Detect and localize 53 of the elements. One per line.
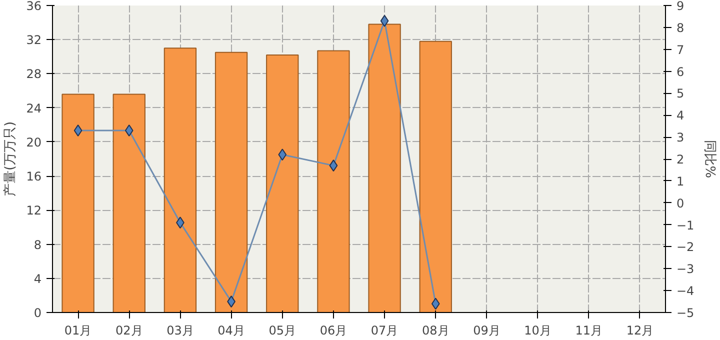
y2-tick-label: 8: [676, 20, 684, 35]
bar: [266, 54, 299, 312]
y-tick-label: 16: [26, 170, 42, 184]
x-tick-label: 03月: [166, 324, 194, 338]
x-tick-label: 12月: [626, 324, 654, 338]
x-tick-label: 08月: [422, 324, 450, 338]
point: [278, 148, 287, 161]
y-tick-label: 36: [26, 0, 42, 13]
x-tick-label: 01月: [64, 324, 92, 338]
y-tick-label: 12: [26, 204, 42, 218]
x-tick-label: 05月: [268, 324, 296, 338]
y2-tick-label: −4: [676, 284, 694, 298]
y-axis-title: 产量(万万只): [3, 121, 18, 197]
point: [329, 160, 338, 172]
y2-tick-label: 2: [676, 152, 684, 166]
y-tick-label: 0: [34, 306, 42, 320]
x-tick-label: 11月: [575, 324, 603, 338]
y2-tick-label: 6: [676, 64, 684, 79]
bar: [164, 48, 197, 312]
bar: [214, 52, 248, 312]
y2-tick-label: 9: [676, 0, 684, 13]
point: [124, 124, 134, 136]
x-tick-label: 04月: [218, 324, 245, 338]
x-tick-label: 09月: [473, 324, 500, 338]
y-tick-label: 24: [26, 101, 42, 116]
bar: [112, 94, 146, 312]
y2-tick-label: −3: [676, 262, 694, 276]
y-tick-label: 8: [34, 238, 42, 252]
bar: [62, 94, 94, 312]
point: [431, 298, 440, 310]
bar: [419, 40, 452, 312]
y2-tick-label: −1: [676, 218, 694, 232]
y2-tick-label: 0: [676, 196, 684, 210]
y2-tick-label: 5: [676, 86, 684, 101]
y2-tick-label: 1: [676, 174, 684, 188]
bar: [317, 50, 350, 312]
y-tick-label: 28: [26, 67, 42, 82]
y2-tick-label: 4: [676, 108, 684, 123]
point: [74, 124, 82, 136]
bar: [368, 24, 401, 312]
y2-axis-title: 同比%: [702, 140, 718, 178]
y-tick-label: 20: [26, 135, 42, 150]
x-tick-label: 06月: [320, 324, 348, 338]
point: [380, 14, 389, 27]
x-tick-label: 10月: [524, 324, 552, 338]
x-tick-label: 07月: [370, 324, 398, 338]
y-tick-label: 4: [34, 272, 42, 286]
y2-tick-label: −5: [676, 306, 694, 320]
y-tick-label: 32: [26, 33, 42, 48]
x-tick-label: 02月: [115, 324, 143, 338]
y2-tick-label: 7: [676, 42, 684, 57]
y2-tick-label: 3: [676, 130, 684, 145]
y2-tick-label: −2: [676, 240, 694, 254]
